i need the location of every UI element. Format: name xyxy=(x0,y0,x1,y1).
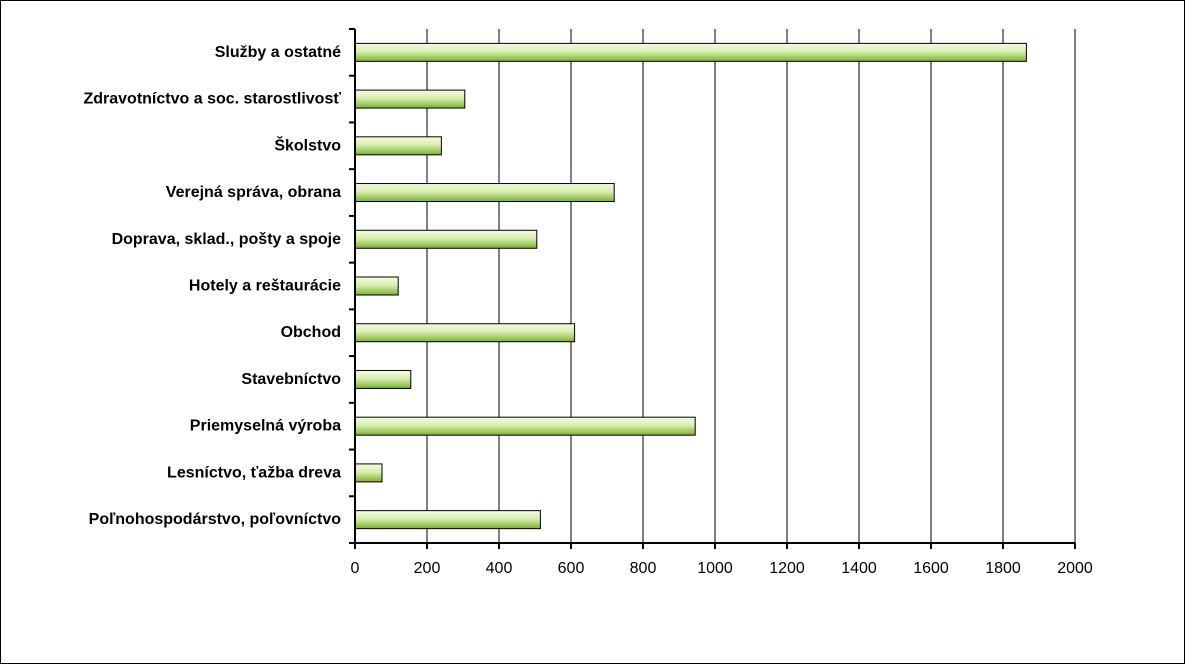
x-tick-label-1: 200 xyxy=(414,560,441,577)
x-tick-label-10: 2000 xyxy=(1057,560,1093,577)
x-tick-label-9: 1800 xyxy=(985,560,1021,577)
category-labels: Služby a ostatné Zdravotníctvo a soc. sta… xyxy=(83,44,341,528)
axes xyxy=(349,28,1076,549)
bar-3 xyxy=(354,183,615,203)
bar-1 xyxy=(354,89,466,109)
x-tick-label-8: 1600 xyxy=(913,560,949,577)
category-label-7: Stavebníctvo xyxy=(241,371,341,388)
bar-10 xyxy=(354,510,541,530)
gridlines xyxy=(426,29,1076,543)
x-tick-label-6: 1200 xyxy=(769,560,805,577)
category-label-10: Poľnohospodárstvo, poľovníctvo xyxy=(89,511,342,528)
x-tick-label-2: 400 xyxy=(486,560,513,577)
bar-2 xyxy=(354,136,442,156)
x-tick-label-5: 1000 xyxy=(697,560,733,577)
x-tick-label-3: 600 xyxy=(558,560,585,577)
category-label-8: Priemyselná výroba xyxy=(190,418,341,435)
category-label-0: Služby a ostatné xyxy=(215,44,341,61)
bars xyxy=(354,42,1027,530)
bar-9 xyxy=(354,463,383,483)
bar-7 xyxy=(354,369,412,389)
bar-0 xyxy=(354,42,1027,62)
x-tick-label-7: 1400 xyxy=(841,560,877,577)
category-label-1: Zdravotníctvo a soc. starostlivosť xyxy=(83,91,341,108)
x-tick-label-4: 800 xyxy=(630,560,657,577)
x-tick-labels: 0 200 400 600 800 1000 1200 1400 1600 1800 2000 xyxy=(351,560,1093,577)
bar-8 xyxy=(354,416,696,436)
category-label-2: Školstvo xyxy=(274,135,341,154)
category-label-3: Verejná správa, obrana xyxy=(166,184,341,201)
bar-6 xyxy=(354,323,576,343)
bar-4 xyxy=(354,229,538,249)
x-tick-label-0: 0 xyxy=(351,560,360,577)
category-label-9: Lesníctvo, ťažba dreva xyxy=(167,464,341,481)
category-label-5: Hotely a reštaurácie xyxy=(189,278,341,295)
category-label-6: Obchod xyxy=(281,324,341,341)
category-label-4: Doprava, sklad., pošty a spoje xyxy=(112,231,342,248)
bar-5 xyxy=(354,276,399,296)
